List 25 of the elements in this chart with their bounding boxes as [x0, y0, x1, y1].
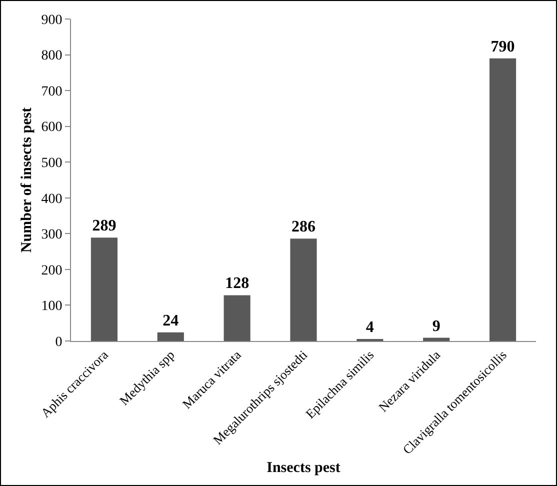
data-label: 128	[225, 275, 250, 292]
bar	[290, 238, 317, 341]
data-label: 289	[92, 218, 116, 235]
data-label: 4	[366, 319, 374, 336]
y-tick-label: 100	[41, 299, 62, 314]
y-tick-label: 600	[41, 120, 62, 136]
y-tick-label: 700	[41, 84, 62, 100]
bar	[423, 338, 450, 341]
x-axis-title: Insects pest	[266, 460, 340, 476]
y-tick-label: 200	[41, 263, 62, 278]
bar	[157, 332, 184, 341]
y-tick-label: 900	[41, 12, 62, 28]
data-label: 286	[292, 218, 316, 236]
data-label: 9	[432, 318, 440, 335]
data-label: 790	[490, 38, 515, 56]
y-axis-title: Number of insects pest	[19, 107, 35, 253]
y-tick-label: 400	[41, 192, 62, 207]
y-tick-label: 500	[41, 156, 62, 172]
bar	[490, 58, 516, 341]
data-label: 24	[162, 312, 179, 330]
y-tick-label: 800	[41, 48, 62, 64]
y-tick-label: 0	[55, 334, 62, 350]
bar	[90, 238, 118, 341]
y-tick-label: 300	[41, 228, 62, 243]
bar	[224, 295, 250, 341]
